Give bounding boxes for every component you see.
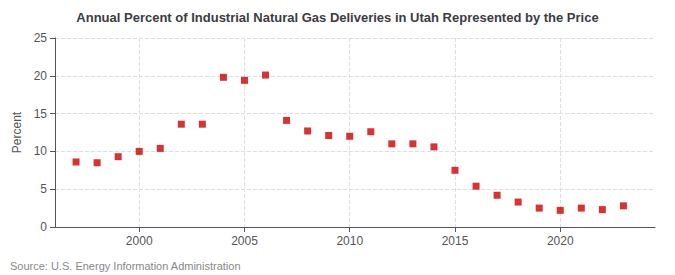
svg-text:2005: 2005 xyxy=(231,234,258,248)
svg-text:2010: 2010 xyxy=(336,234,363,248)
svg-text:10: 10 xyxy=(34,144,48,158)
svg-text:25: 25 xyxy=(34,31,48,45)
svg-text:15: 15 xyxy=(34,107,48,121)
svg-text:5: 5 xyxy=(40,182,47,196)
svg-text:Source: U.S. Energy Informatio: Source: U.S. Energy Information Administ… xyxy=(10,260,241,272)
svg-text:0: 0 xyxy=(40,220,47,234)
svg-text:2000: 2000 xyxy=(126,234,153,248)
svg-text:2020: 2020 xyxy=(547,234,574,248)
svg-text:20: 20 xyxy=(34,69,48,83)
svg-text:Annual Percent of Industrial N: Annual Percent of Industrial Natural Gas… xyxy=(76,10,598,25)
svg-text:Percent: Percent xyxy=(10,111,24,153)
svg-text:2015: 2015 xyxy=(442,234,469,248)
